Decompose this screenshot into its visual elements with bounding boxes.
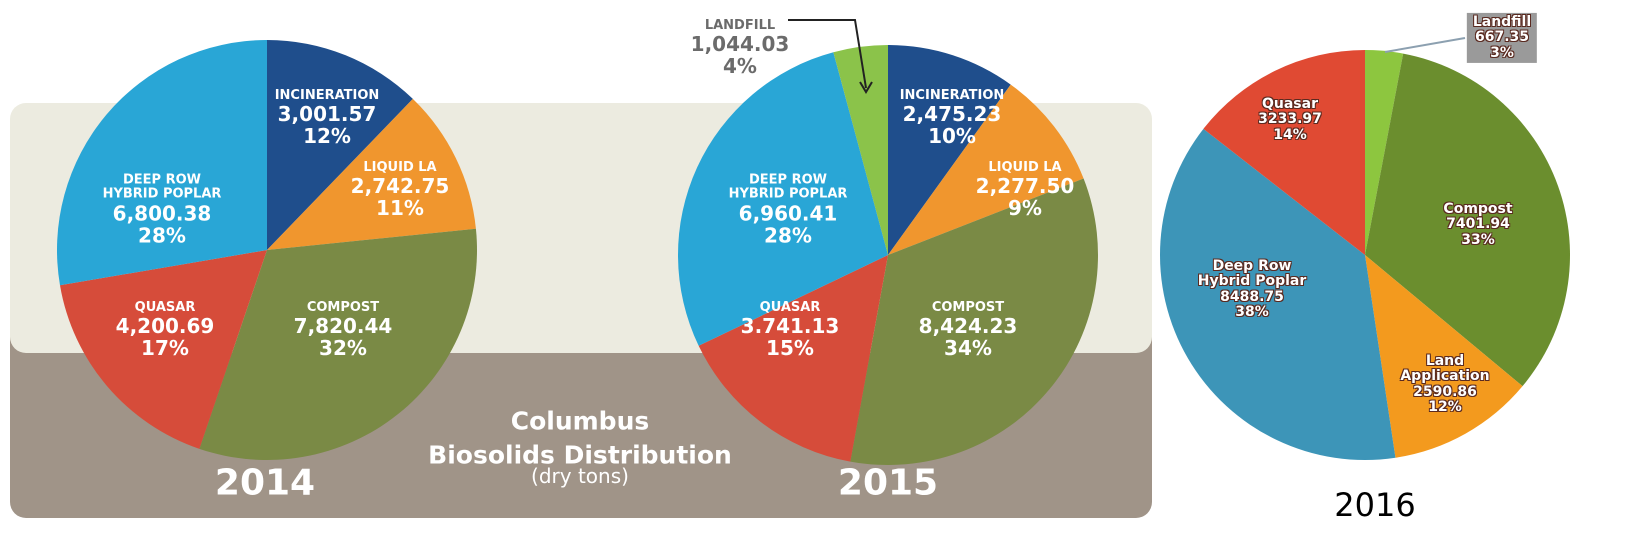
category-label: COMPOST	[931, 299, 1005, 315]
slice-label: Quasar 3233.97 14%	[1258, 95, 1322, 143]
pie-slice	[56, 40, 268, 286]
percent-label: 10%	[928, 124, 976, 149]
slice-label: LIQUID LA 2,742.75 11%	[350, 159, 450, 221]
percent-label: 3%	[1490, 44, 1514, 61]
percent-label: 32%	[319, 336, 367, 361]
percent-label: 12%	[303, 124, 351, 149]
pie-slice	[1203, 50, 1365, 255]
slice-label: DEEP ROW HYBRID POPLAR 6,960.41 28%	[728, 172, 848, 248]
pie-slice	[267, 98, 476, 251]
category-label: INCINERATION	[899, 87, 1005, 103]
pie-slice	[1365, 50, 1404, 255]
value-label: 2,475.23	[902, 102, 1002, 127]
slice-label: DEEP ROW HYBRID POPLAR 6,800.38 28%	[102, 172, 222, 248]
slice-label: INCINERATION 2,475.23 10%	[899, 87, 1005, 149]
percent-label: 34%	[944, 336, 992, 361]
category-label: LANDFILL	[704, 17, 776, 33]
pie-slice	[888, 84, 1084, 256]
percent-label: 12%	[1428, 399, 1462, 416]
subtitle: (dry tons)	[531, 464, 629, 488]
value-label: 3.741.13	[740, 314, 840, 339]
main-title: Columbus Biosolids Distribution	[428, 406, 732, 469]
percent-label: 38%	[1235, 304, 1269, 321]
slice-label: Deep Row Hybrid Poplar 8488.75 38%	[1198, 259, 1307, 321]
category-label: Landfill	[1472, 13, 1532, 30]
percent-label: 4%	[723, 54, 757, 79]
slice-label: Land Application 2590.86 12%	[1400, 354, 1489, 416]
slice-label: Landfill 667.35 3%	[1466, 12, 1538, 64]
pie-slice	[678, 52, 888, 346]
slice-label: COMPOST 8,424.23 34%	[918, 299, 1018, 361]
pie-slice	[199, 228, 477, 460]
percent-label: 9%	[1008, 196, 1042, 221]
value-label: 7401.94	[1446, 216, 1510, 233]
slice-label: QUASAR 4,200.69 17%	[115, 299, 215, 361]
percent-label: 14%	[1273, 126, 1307, 143]
pie-slice	[267, 40, 413, 250]
slice-label: LANDFILL 1,044.03 4%	[690, 17, 790, 79]
pie-slice	[850, 178, 1098, 465]
slice-label: INCINERATION 3,001.57 12%	[274, 87, 380, 149]
year-title: 2015	[837, 462, 939, 504]
category-label: LIQUID LA	[988, 159, 1062, 175]
pie-slice	[1365, 53, 1571, 387]
value-label: 8,424.23	[918, 314, 1018, 339]
pie-slice	[1160, 128, 1396, 460]
year-title: 2016	[1334, 486, 1416, 524]
value-label: 8488.75	[1220, 289, 1284, 305]
value-label: 4,200.69	[115, 314, 215, 339]
callout-arrow	[788, 19, 867, 89]
value-label: 667.35	[1474, 29, 1530, 46]
slice-label: Compost 7401.94 33%	[1443, 200, 1513, 248]
category-label: Land Application	[1400, 353, 1490, 385]
value-label: 3,001.57	[277, 102, 377, 127]
pie-slice	[888, 45, 1011, 255]
value-label: 1,044.03	[690, 32, 790, 57]
pie-slice	[698, 255, 888, 462]
slice-label: QUASAR 3.741.13 15%	[740, 299, 840, 361]
value-label: 6,960.41	[738, 201, 838, 226]
pie-slice	[833, 45, 888, 255]
percent-label: 33%	[1461, 231, 1495, 248]
category-label: LIQUID LA	[363, 159, 437, 175]
category-label: COMPOST	[306, 299, 380, 315]
percent-label: 15%	[766, 336, 814, 361]
category-label: Deep Row Hybrid Poplar	[1197, 258, 1307, 290]
category-label: QUASAR	[759, 299, 821, 315]
percent-label: 17%	[141, 336, 189, 361]
percent-label: 28%	[138, 223, 186, 248]
pie-slice	[59, 250, 267, 449]
slice-label: COMPOST 7,820.44 32%	[293, 299, 393, 361]
category-label: INCINERATION	[274, 87, 380, 103]
callout-line	[1384, 37, 1466, 53]
pie-slice	[1365, 255, 1523, 458]
category-label: Compost	[1443, 200, 1513, 217]
slice-label: LIQUID LA 2,277.50 9%	[975, 159, 1075, 221]
category-label: QUASAR	[134, 299, 196, 315]
value-label: 2,742.75	[350, 174, 450, 199]
value-label: 2590.86	[1413, 384, 1477, 400]
value-label: 6,800.38	[112, 201, 212, 226]
year-title: 2014	[214, 462, 316, 504]
value-label: 7,820.44	[293, 314, 393, 339]
arrow-head	[859, 81, 873, 94]
category-label: DEEP ROW HYBRID POPLAR	[728, 172, 848, 202]
value-label: 3233.97	[1258, 111, 1322, 128]
percent-label: 28%	[764, 223, 812, 248]
percent-label: 11%	[376, 196, 424, 221]
category-label: Quasar	[1261, 95, 1318, 112]
category-label: DEEP ROW HYBRID POPLAR	[102, 172, 222, 202]
value-label: 2,277.50	[975, 174, 1075, 199]
